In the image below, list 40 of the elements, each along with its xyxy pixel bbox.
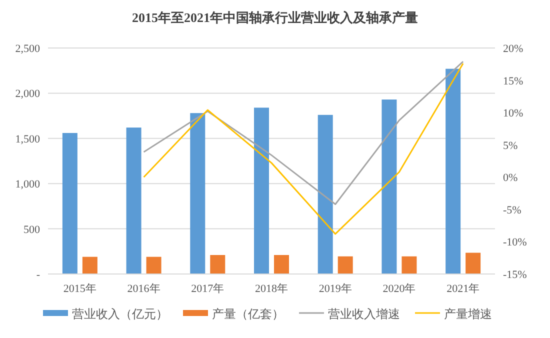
y-tick-label: -	[36, 269, 40, 281]
y-tick-label: 2,500	[15, 43, 40, 55]
y-tick-label: 2,000	[15, 88, 40, 100]
bar	[382, 100, 397, 274]
bar	[82, 256, 98, 274]
y2-tick-label: -5%	[503, 204, 522, 216]
x-tick-label: 2020年	[382, 283, 416, 295]
legend-label: 营业收入（亿元）	[72, 307, 168, 321]
x-tick-label: 2016年	[127, 283, 160, 295]
x-tick-label: 2021年	[446, 283, 480, 295]
bar	[62, 132, 78, 274]
bar	[402, 256, 417, 274]
y2-tick-label: -10%	[503, 236, 527, 249]
x-tick-label: 2019年	[318, 283, 352, 295]
bar	[210, 255, 226, 274]
y-tick-label: 1,500	[15, 133, 40, 146]
x-tick-label: 2018年	[255, 283, 288, 295]
bar	[146, 256, 162, 274]
bar	[274, 255, 289, 274]
y2-tick-label: 15%	[503, 75, 524, 88]
legend-label: 产量（亿套）	[212, 307, 284, 321]
bar	[318, 114, 333, 274]
bar	[254, 108, 269, 274]
bar	[446, 68, 461, 274]
bar	[338, 256, 353, 274]
bar	[466, 252, 481, 274]
y2-tick-label: 5%	[503, 140, 518, 152]
x-tick-label: 2015年	[63, 283, 96, 295]
bar	[126, 128, 142, 274]
legend-label: 营业收入增速	[328, 307, 400, 321]
y2-tick-label: -15%	[503, 269, 527, 281]
bar	[190, 113, 206, 274]
y2-tick-label: 10%	[503, 108, 524, 120]
x-tick-label: 2017年	[191, 283, 224, 295]
chart-title: 2015年至2021年中国轴承行业营业收入及轴承产量	[132, 10, 418, 25]
y2-tick-label: 0%	[503, 172, 518, 184]
legend-label: 产量增速	[444, 307, 492, 321]
y2-tick-label: 20%	[503, 43, 524, 55]
y-tick-label: 500	[24, 224, 40, 236]
y-tick-label: 1,000	[15, 178, 40, 191]
